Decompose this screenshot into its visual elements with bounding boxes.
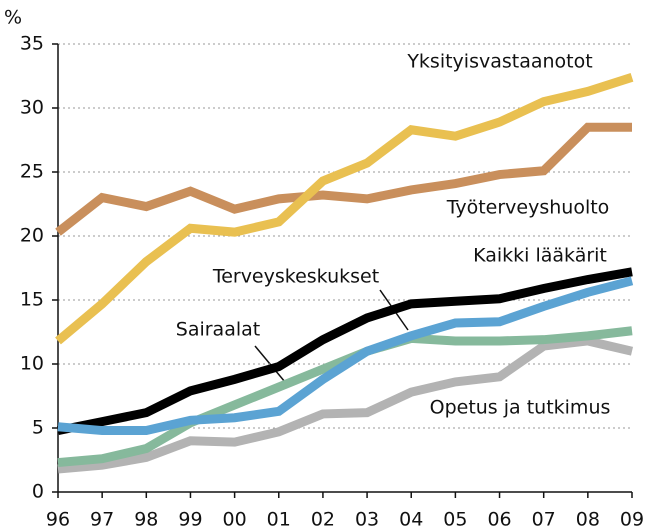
x-tick-label: 98	[134, 509, 158, 531]
series-label: Yksityisvastaanotot	[406, 51, 592, 73]
y-tick-label: 10	[20, 353, 44, 375]
y-tick-label: 35	[20, 33, 44, 55]
x-tick-label: 03	[355, 509, 379, 531]
series-line	[55, 72, 634, 345]
y-tick-label: 5	[32, 417, 44, 439]
series-line	[57, 336, 634, 474]
y-tick-label: 15	[20, 289, 44, 311]
series-label: Työterveyshuolto	[446, 197, 610, 219]
y-tick-label: 25	[20, 161, 44, 183]
series-line	[55, 122, 632, 236]
x-tick-label: 02	[311, 509, 335, 531]
y-tick-label: 0	[32, 481, 44, 503]
y-tick-label: 20	[20, 225, 44, 247]
y-axis-label: %	[4, 7, 22, 29]
x-tick-label: 08	[576, 509, 600, 531]
x-tick-label: 05	[443, 509, 467, 531]
x-tick-label: 01	[267, 509, 291, 531]
y-tick-label: 30	[20, 97, 44, 119]
series-label: Kaikki lääkärit	[473, 245, 607, 267]
series-line	[57, 276, 634, 436]
x-tick-label: 97	[90, 509, 114, 531]
x-tick-label: 99	[178, 509, 202, 531]
series-label: Opetus ja tutkimus	[430, 397, 611, 419]
x-tick-label: 04	[399, 509, 423, 531]
x-tick-label: 06	[487, 509, 511, 531]
series-line	[57, 267, 633, 435]
series-label: Sairaalat	[176, 319, 260, 341]
x-tick-label: 00	[223, 509, 247, 531]
series-label: Terveyskeskukset	[212, 266, 379, 288]
x-tick-label: 07	[532, 509, 556, 531]
x-tick-label: 96	[46, 509, 70, 531]
x-tick-label: 09	[620, 509, 644, 531]
